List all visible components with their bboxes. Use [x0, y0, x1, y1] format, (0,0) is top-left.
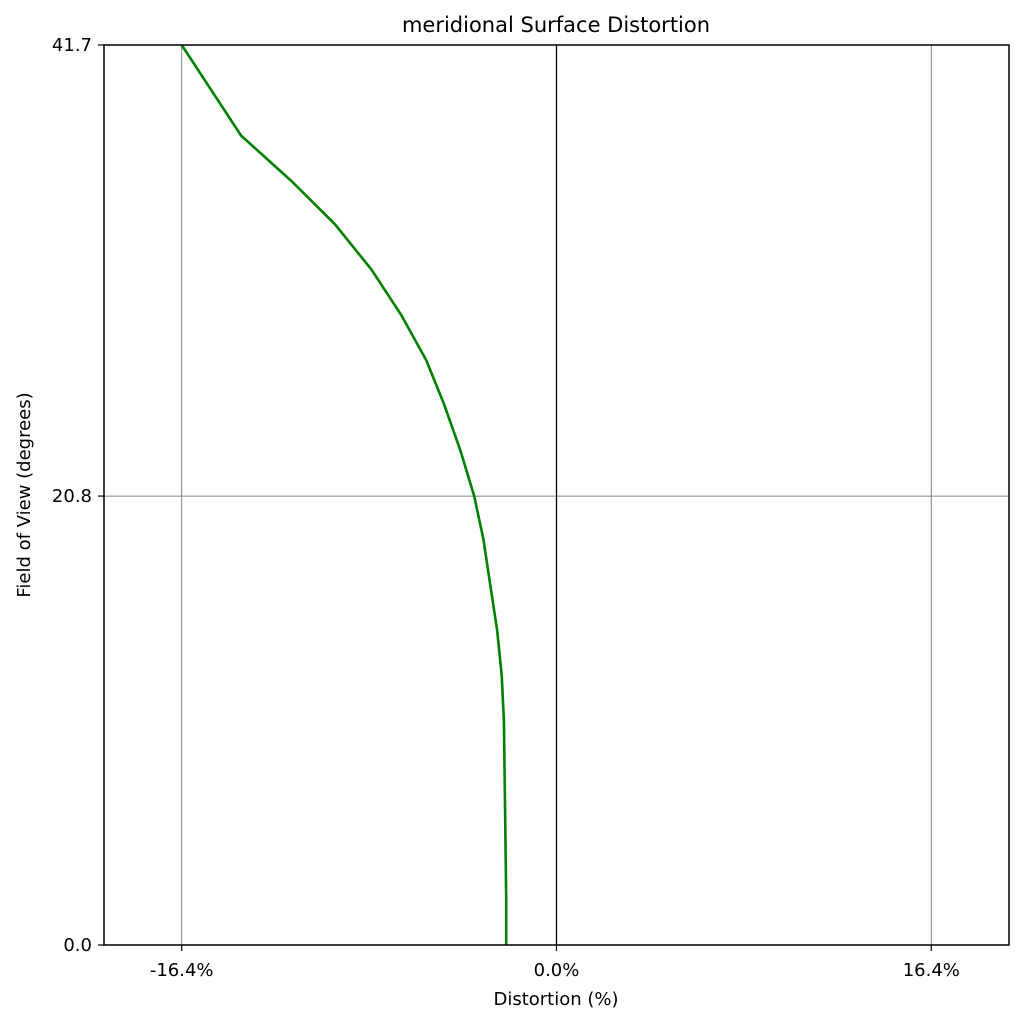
- tick-layer: -16.4% 0.0% 16.4% 0.0 20.8 41.7: [52, 35, 960, 981]
- x-tick-label: 16.4%: [903, 960, 960, 981]
- x-tick-label: -16.4%: [150, 960, 214, 981]
- y-tick-label: 20.8: [52, 486, 92, 507]
- x-tick-label: 0.0%: [534, 960, 580, 981]
- y-tick-label: 41.7: [52, 35, 92, 56]
- x-axis-label: Distortion (%): [493, 989, 618, 1010]
- distortion-series-line: [180, 44, 508, 945]
- chart-title: meridional Surface Distortion: [402, 13, 710, 37]
- y-tick-label: 0.0: [63, 935, 92, 956]
- y-axis-label: Field of View (degrees): [14, 392, 35, 597]
- series-layer: [180, 44, 508, 945]
